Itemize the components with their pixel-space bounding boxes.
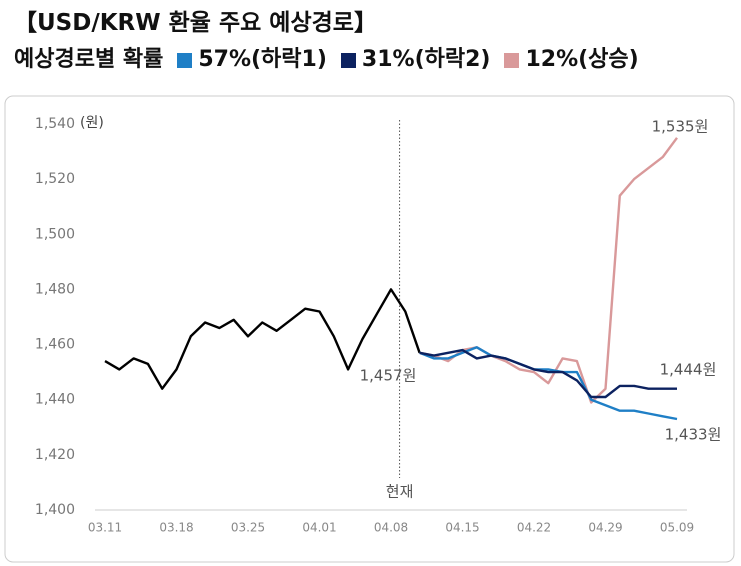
x-tick-label: 04.29 (588, 521, 622, 535)
x-tick-label: 03.25 (231, 521, 265, 535)
legend-label: 31%(하락2) (361, 47, 491, 72)
y-tick-label: 1,500 (35, 226, 75, 242)
annotation: 현재 (386, 483, 414, 501)
y-tick-label: 1,420 (35, 447, 75, 463)
x-tick-label: 04.15 (445, 521, 479, 535)
y-tick-label: 1,440 (35, 392, 75, 408)
x-tick-label: 05.09 (660, 521, 694, 535)
y-tick-label: 1,400 (35, 502, 75, 518)
line-series (104, 288, 421, 390)
y-tick-label: 1,540 (35, 116, 75, 132)
x-tick-label: 03.18 (159, 521, 193, 535)
y-tick-label: 1,480 (35, 281, 75, 297)
line-series (419, 137, 678, 404)
annotation: 1,535원 (652, 118, 709, 136)
line-series (419, 346, 678, 421)
chart-frame (4, 95, 735, 563)
x-tick-label: 04.01 (302, 521, 336, 535)
legend-title: 예상경로별 확률 (14, 47, 164, 72)
legend-swatch (340, 52, 356, 68)
legend: 예상경로별 확률 57%(하락1) 31%(하락2) 12%(상승) (14, 42, 639, 78)
legend-label: 57%(하락1) (198, 47, 327, 72)
x-tick-label: 03.11 (88, 521, 122, 535)
line-series (419, 348, 677, 399)
legend-label: 12%(상승) (525, 47, 639, 72)
legend-swatch (177, 52, 193, 68)
legend-swatch (504, 52, 520, 68)
y-tick-label: 1,460 (35, 337, 75, 353)
y-unit: (원) (80, 115, 104, 131)
annotation: 1,457원 (360, 367, 417, 385)
y-tick-label: 1,520 (35, 171, 75, 187)
x-tick-label: 04.22 (517, 521, 551, 535)
annotation: 1,433원 (665, 426, 722, 444)
x-tick-label: 04.08 (374, 521, 408, 535)
chart-title: 【USD/KRW 환율 주요 예상경로】 (14, 10, 377, 36)
annotation: 1,444원 (660, 361, 717, 379)
header: 【USD/KRW 환율 주요 예상경로】 예상경로별 확률 57%(하락1) 31%… (14, 4, 639, 78)
